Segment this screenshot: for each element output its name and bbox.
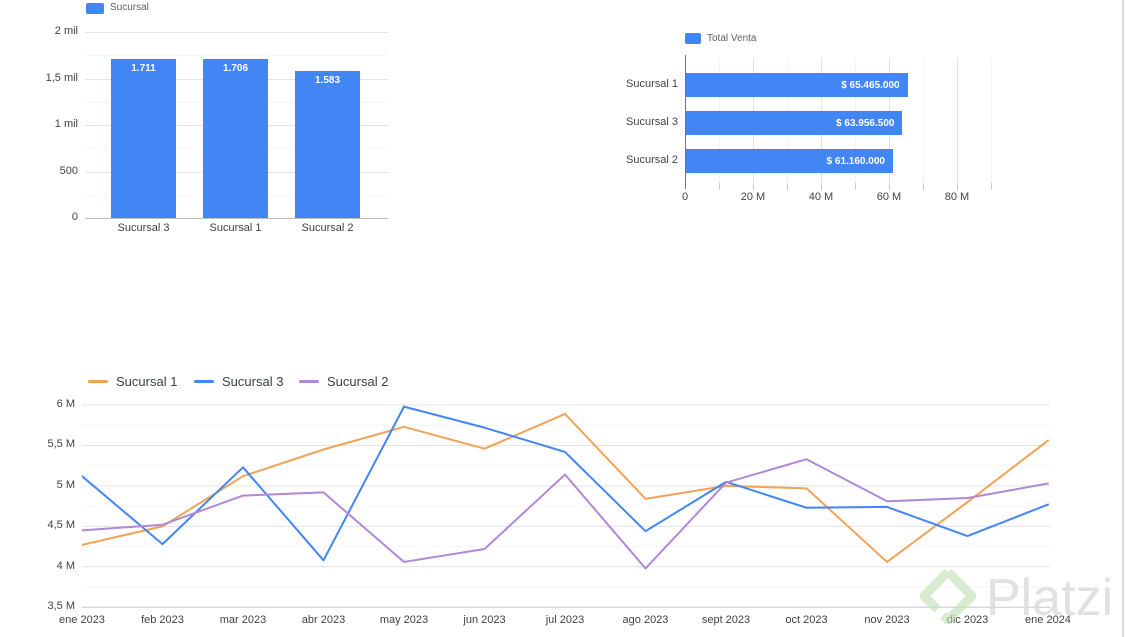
- x-axis-tick-label: ene 2024: [1025, 614, 1071, 626]
- y-axis-line: [685, 55, 686, 189]
- bar-value-label: 1.706: [222, 63, 249, 75]
- x-axis-tick-mark: [889, 183, 890, 190]
- category-label: Sucursal 3: [626, 116, 678, 128]
- gridline: [923, 58, 924, 183]
- bar-sucursal-1[interactable]: $ 65.465.000: [685, 73, 908, 97]
- x-axis-tick-mark: [719, 183, 720, 190]
- x-axis-tick-mark: [855, 183, 856, 190]
- x-axis-tick-label: 60 M: [876, 191, 902, 203]
- y-axis-tick-label: 4 M: [56, 559, 75, 572]
- legend-line-swatch: [88, 379, 108, 383]
- platzi-logo-icon: [920, 568, 976, 624]
- bar-chart-plot-area: $ 65.465.000 $ 63.956.500 $ 61.160.000: [685, 58, 1010, 183]
- bar-value-label: $ 65.465.000: [841, 79, 900, 91]
- x-axis-tick-mark: [821, 183, 822, 190]
- y-axis-tick-label: 500: [59, 164, 78, 177]
- x-axis-tick-mark: [957, 183, 958, 190]
- y-axis-tick-label: 0: [71, 211, 78, 223]
- y-axis-tick-label: 1 mil: [54, 118, 78, 130]
- bar-sucursal-2[interactable]: $ 61.160.000: [685, 149, 893, 173]
- legend-entry-sucursal-2: Sucursal 2: [299, 372, 388, 390]
- x-axis-tick-mark: [923, 183, 924, 190]
- x-axis-tick-label: 0: [681, 191, 689, 203]
- x-axis-tick-mark: [753, 183, 754, 190]
- y-axis-tick-label: 5,5 M: [47, 438, 75, 451]
- category-label: Sucursal 2: [626, 154, 678, 166]
- category-label: Sucursal 2: [301, 222, 354, 234]
- x-axis-tick-label: 40 M: [808, 191, 834, 203]
- legend-label: Sucursal: [110, 2, 149, 13]
- category-label: Sucursal 3: [117, 222, 170, 234]
- x-axis-tick-mark: [787, 183, 788, 190]
- legend-entry-sucursal-3: Sucursal 3: [194, 372, 283, 390]
- x-axis-tick-label: oct 2023: [785, 614, 828, 626]
- x-axis-tick-label: abr 2023: [301, 614, 346, 626]
- legend-swatch: [685, 33, 701, 44]
- legend-label: Sucursal 1: [116, 373, 178, 389]
- x-axis-tick-label: nov 2023: [864, 614, 910, 626]
- line-series-sucursal-3: [82, 405, 1049, 562]
- legend-label: Sucursal 3: [222, 373, 284, 389]
- x-axis-tick-label: sept 2023: [701, 614, 751, 626]
- line-series-sucursal-1: [82, 412, 1049, 563]
- line-chart-plot-area: [82, 404, 1050, 608]
- x-axis-tick-mark: [991, 183, 992, 190]
- legend-label: Sucursal 2: [327, 373, 389, 389]
- x-axis-tick-label: 80 M: [944, 191, 970, 203]
- bar-value-label: 1.583: [314, 74, 341, 86]
- gridline: [957, 58, 958, 183]
- y-axis-tick-label: 3,5 M: [47, 600, 75, 613]
- x-axis-tick-label: ene 2023: [59, 614, 105, 626]
- y-axis-tick-label: 5 M: [56, 478, 75, 491]
- x-axis-tick-label: 20 M: [740, 191, 766, 203]
- y-axis-tick-label: 4,5 M: [47, 519, 75, 532]
- legend-line-swatch: [299, 379, 319, 383]
- category-label: Sucursal 1: [209, 222, 262, 234]
- bar-sucursal-2[interactable]: 1.583: [295, 70, 360, 218]
- legend-label: Total Venta: [707, 33, 757, 44]
- y-axis-tick-label: 6 M: [56, 398, 75, 410]
- x-axis-tick-label: jun 2023: [463, 614, 506, 626]
- bar-sucursal-3[interactable]: $ 63.956.500: [685, 111, 903, 135]
- line-series-sucursal-2: [82, 458, 1049, 570]
- panel-right-border: [1122, 0, 1124, 637]
- bar-sucursal-3[interactable]: 1.711: [111, 58, 176, 218]
- x-axis-tick-label: jul 2023: [545, 614, 585, 626]
- gridline: [85, 55, 388, 57]
- y-axis-tick-label: 1,5 mil: [45, 71, 78, 84]
- legend-entry-sucursal-1: Sucursal 1: [88, 372, 177, 390]
- bar-value-label: $ 61.160.000: [826, 155, 885, 167]
- column-chart-plot-area: 1.711 1.706 1.583: [85, 27, 388, 218]
- x-axis-tick-label: ago 2023: [622, 614, 669, 626]
- x-axis-baseline: [85, 218, 388, 219]
- x-axis-tick-label: feb 2023: [141, 614, 184, 626]
- bar-value-label: 1.711: [131, 62, 156, 74]
- bar-value-label: $ 63.956.500: [836, 117, 895, 129]
- x-axis-tick-label: may 2023: [379, 614, 429, 626]
- y-axis-tick-label: 2 mil: [54, 25, 78, 37]
- category-label: Sucursal 1: [626, 78, 678, 90]
- legend-line-swatch: [194, 379, 214, 383]
- bar-sucursal-1[interactable]: 1.706: [203, 59, 268, 218]
- gridline: [85, 32, 388, 33]
- platzi-watermark-text: Platzi: [986, 569, 1114, 627]
- gridline: [991, 58, 992, 183]
- x-axis-tick-label: mar 2023: [219, 614, 267, 626]
- legend-swatch: [86, 3, 104, 14]
